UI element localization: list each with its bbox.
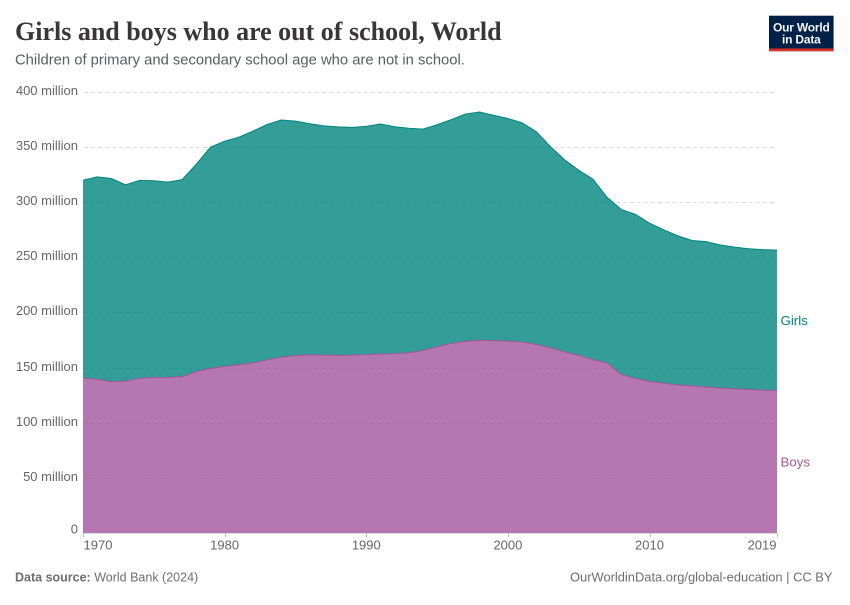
svg-text:1980: 1980 (210, 538, 239, 553)
svg-text:50 million: 50 million (23, 469, 78, 484)
svg-text:2010: 2010 (635, 538, 664, 553)
svg-text:Girls and boys who are out of: Girls and boys who are out of school, Wo… (15, 17, 502, 46)
svg-text:Boys: Boys (781, 455, 811, 470)
svg-text:300 million: 300 million (16, 193, 78, 208)
svg-text:1990: 1990 (352, 538, 381, 553)
svg-text:2000: 2000 (493, 538, 522, 553)
svg-text:Data source: World Bank (2024): Data source: World Bank (2024) (15, 571, 198, 585)
svg-text:2019: 2019 (748, 538, 777, 553)
svg-text:Girls: Girls (781, 313, 809, 328)
svg-text:400 million: 400 million (16, 83, 78, 98)
svg-text:1970: 1970 (84, 538, 113, 553)
svg-text:OurWorldinData.org/global-educ: OurWorldinData.org/global-education | CC… (570, 570, 833, 585)
svg-text:Our World: Our World (773, 20, 830, 34)
svg-text:in Data: in Data (782, 33, 821, 47)
svg-text:250 million: 250 million (16, 248, 78, 263)
svg-text:100 million: 100 million (16, 414, 78, 429)
svg-text:0: 0 (71, 521, 78, 536)
svg-text:Children of primary and second: Children of primary and secondary school… (15, 53, 465, 69)
svg-text:150 million: 150 million (16, 359, 78, 374)
svg-text:350 million: 350 million (16, 138, 78, 153)
svg-text:200 million: 200 million (16, 303, 78, 318)
